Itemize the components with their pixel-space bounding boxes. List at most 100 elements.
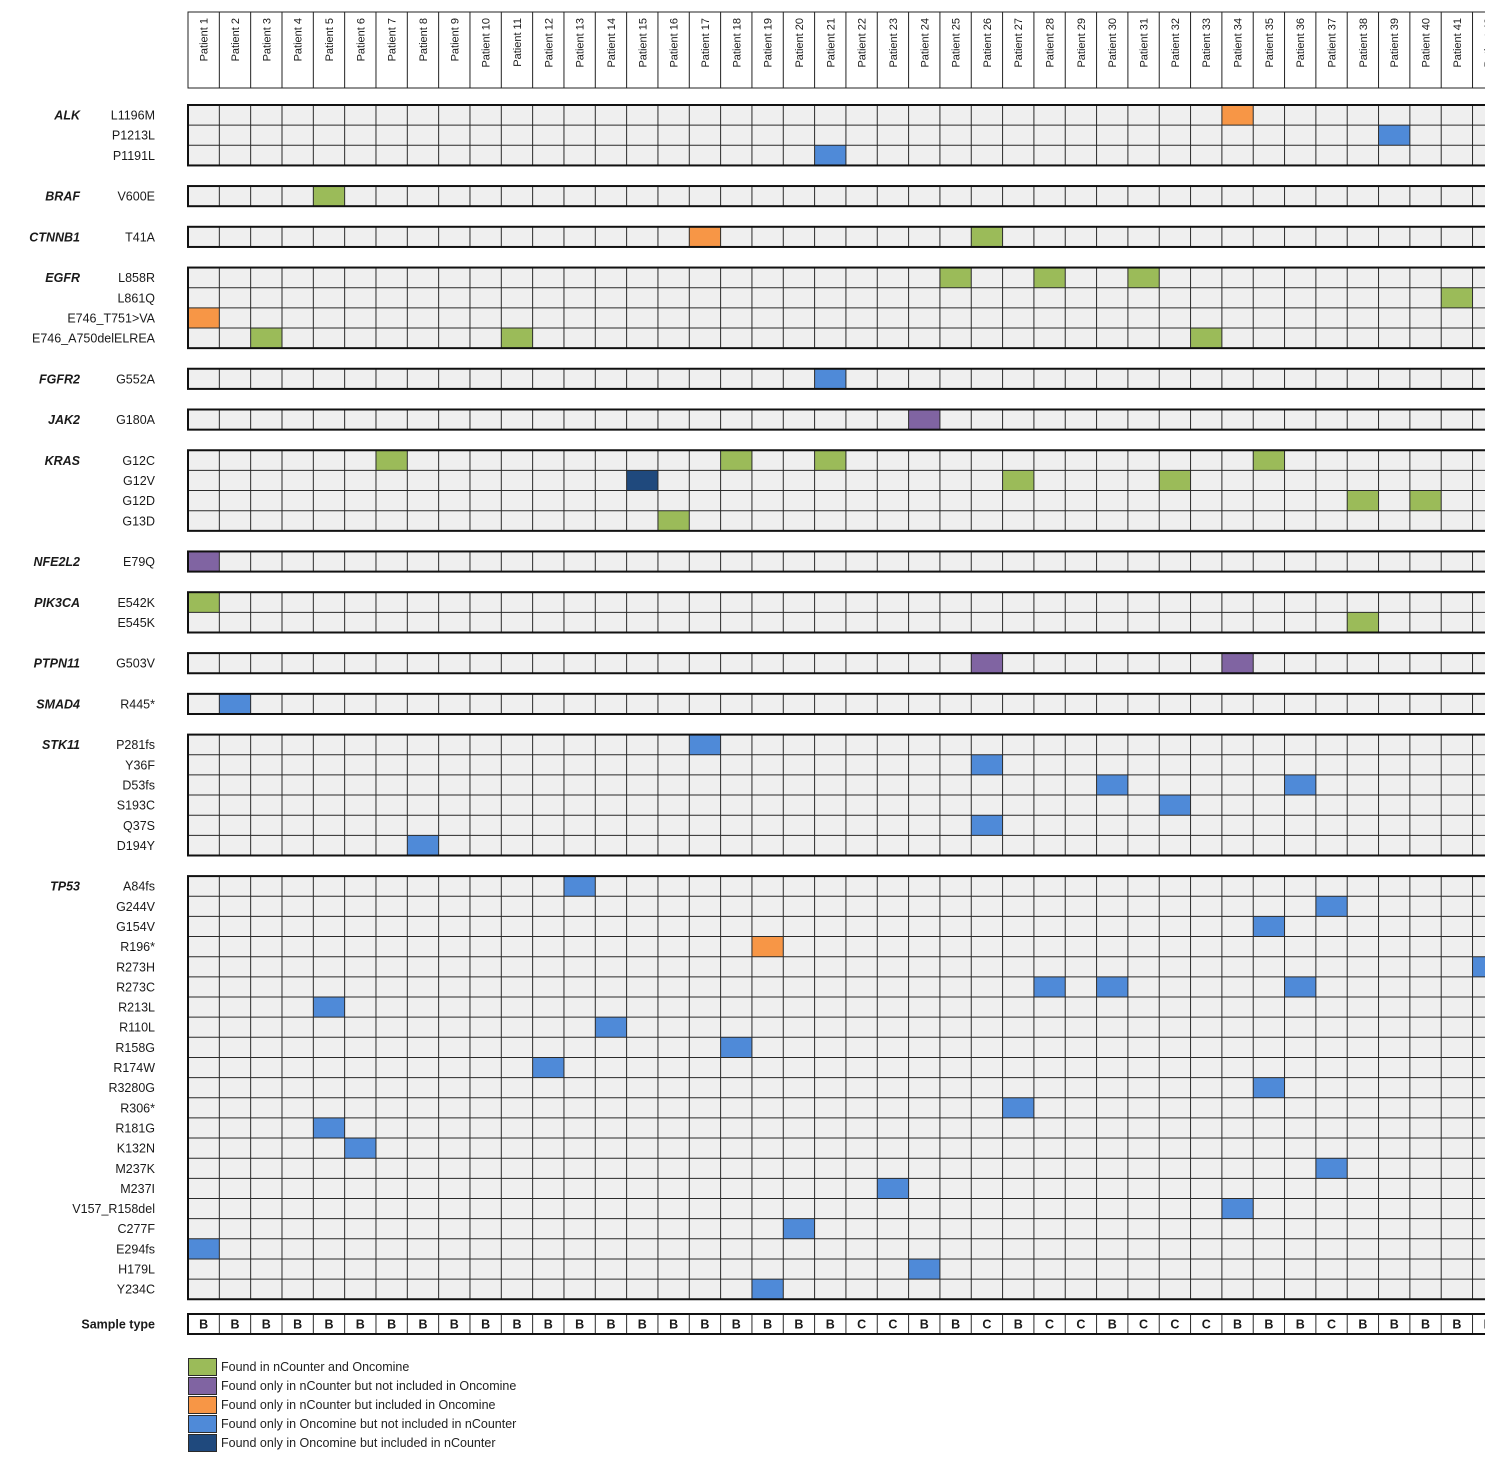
mutation-label: R181G [115,1121,155,1135]
patient-label: Patient 17 [700,18,712,68]
mutation-cell [720,1037,752,1058]
sample-type-value: C [1327,1318,1336,1332]
patient-label: Patient 11 [512,18,524,67]
mutation-cell [814,145,846,166]
mutation-label: E542K [117,596,155,610]
gene-block-border [187,185,1485,208]
mutation-label: R174W [113,1061,155,1075]
mutation-label: R273C [116,980,155,994]
patient-label: Patient 1 [199,18,211,61]
patient-label: Patient 3 [261,18,273,61]
sample-type-value: B [732,1318,741,1332]
mutation-label: E79Q [123,555,155,569]
mutation-label: R273H [116,960,155,974]
mutation-label: M237I [120,1182,155,1196]
patient-label: Patient 29 [1076,18,1088,68]
mutation-cell [344,1138,376,1159]
mutation-label: G12V [123,474,156,488]
legend-item-ncounter-only-in-oncomine: Found only in nCounter but included in O… [188,1395,516,1414]
mutation-label: G180A [116,413,156,427]
legend-item-both: Found in nCounter and Oncomine [188,1357,516,1376]
mutation-label: A84fs [123,880,155,894]
patient-label: Patient 36 [1295,18,1307,68]
mutation-cell [1347,612,1379,633]
mutation-cell [375,450,408,471]
sample-type-value: B [199,1318,208,1332]
mutation-label: R213L [118,1001,155,1015]
mutation-label: E746_A750delELREA [32,332,156,346]
patient-label: Patient 24 [919,18,931,68]
sample-type-value: B [638,1318,647,1332]
sample-type-value: B [951,1318,960,1332]
patient-label: Patient 42 [1483,18,1485,68]
legend-label: Found only in Oncomine but included in n… [221,1435,496,1450]
gene-block-background [188,551,1485,572]
patient-label: Patient 7 [387,18,399,61]
patient-label: Patient 33 [1201,18,1213,68]
mutation-label: R3280G [108,1081,155,1095]
mutation-cell [407,835,439,856]
sample-type-value: C [888,1318,897,1332]
mutation-cell [1284,774,1316,796]
mutation-label: L858R [118,271,155,285]
patient-label: Patient 30 [1107,18,1119,68]
legend-swatch [188,1376,217,1395]
mutation-cell [1002,470,1034,491]
mutation-label: P1191L [113,149,155,163]
gene-label: STK11 [42,738,80,752]
sample-type-value: B [575,1318,584,1332]
mutation-cell [689,226,721,247]
mutation-cell [1033,267,1066,288]
patient-label: Patient 15 [637,18,649,68]
mutation-cell [1315,896,1348,917]
mutation-cell [1441,287,1473,308]
legend-item-oncomine-only-not-in-ncounter: Found only in Oncomine but not included … [188,1414,516,1433]
gene-block-border [187,733,1485,857]
sample-type-value: B [230,1318,239,1332]
mutation-label: Y234C [117,1283,155,1297]
mutation-label: R306* [120,1101,155,1115]
patient-label: Patient 16 [669,18,681,68]
gene-label: SMAD4 [36,697,80,711]
patient-label: Patient 38 [1358,18,1370,68]
mutation-label: Q37S [123,819,155,833]
legend-label: Found in nCounter and Oncomine [221,1359,410,1374]
mutation-cell [595,1017,627,1038]
mutation-cell [1002,1097,1034,1118]
patient-label: Patient 41 [1452,18,1464,68]
legend-swatch [188,1433,217,1452]
mutation-label: D194Y [117,839,156,853]
gene-label: PTPN11 [34,657,80,671]
mutation-label: H179L [118,1263,155,1277]
sample-type-value: B [794,1318,803,1332]
sample-type-label: Sample type [81,1318,155,1332]
mutation-cell [971,815,1003,836]
mutation-label: E294fs [116,1242,155,1256]
sample-type-value: B [606,1318,615,1332]
gene-label: KRAS [45,454,81,468]
patient-label: Patient 4 [293,18,305,61]
sample-type-value: B [481,1318,490,1332]
mutation-cell [971,226,1003,247]
mutation-label: S193C [117,799,155,813]
patient-label: Patient 5 [324,18,336,61]
legend-swatch [188,1357,217,1376]
gene-block-background [188,226,1485,247]
mutation-cell [532,1057,564,1078]
sample-type-value: B [512,1318,521,1332]
gene-label: EGFR [45,271,80,285]
mutation-cell [1253,1077,1285,1098]
gene-label: FGFR2 [39,372,80,386]
legend: Found in nCounter and Oncomine Found onl… [188,1357,516,1452]
gene-block-border [187,104,1485,167]
sample-type-value: B [1484,1318,1485,1332]
patient-label: Patient 40 [1421,18,1433,68]
sample-type-value: B [1233,1318,1242,1332]
mutation-cell [188,551,220,572]
gene-block-background [188,693,1485,714]
sample-type-value: B [544,1318,553,1332]
mutation-cell [1347,490,1379,511]
sample-type-value: B [1296,1318,1305,1332]
patient-label: Patient 22 [857,18,869,68]
patient-label: Patient 37 [1327,18,1339,68]
